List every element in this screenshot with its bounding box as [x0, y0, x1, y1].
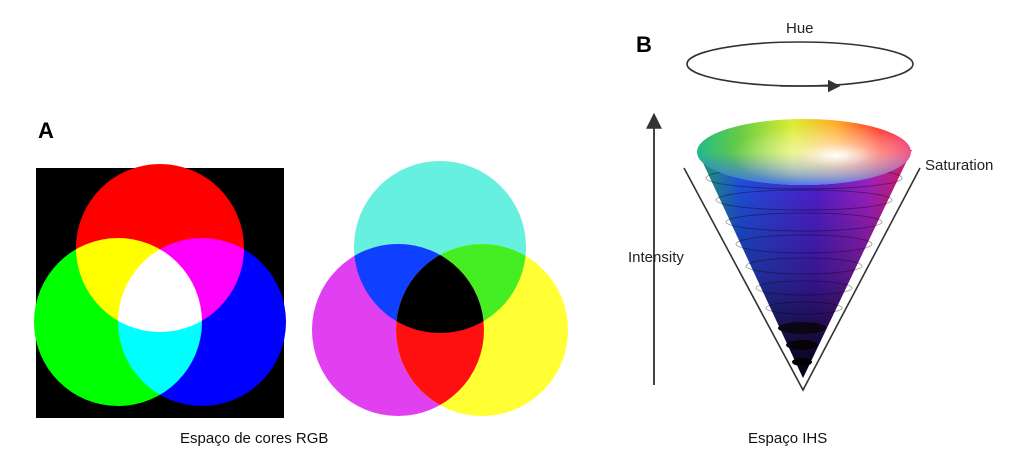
cone-bottom-disc: [786, 340, 818, 350]
additive-blue-circle: [118, 238, 286, 406]
cone-outline: [683, 167, 921, 392]
panel-a-letter: A: [38, 118, 54, 143]
saturation-label: Saturation: [925, 157, 994, 174]
intensity-label: Intensity: [628, 249, 684, 266]
ihs-caption: Espaço IHS: [748, 430, 828, 447]
cone-top-white-center: [697, 119, 911, 185]
panel-b-letter: B: [636, 32, 652, 57]
cone-bottom-disc: [778, 322, 826, 334]
hue-rotation-ellipse: [686, 41, 914, 87]
hue-label: Hue: [786, 20, 814, 37]
cone-bottom-disc: [792, 358, 812, 366]
cone-shading: [697, 150, 912, 378]
rgb-caption: Espaço de cores RGB: [180, 430, 329, 447]
